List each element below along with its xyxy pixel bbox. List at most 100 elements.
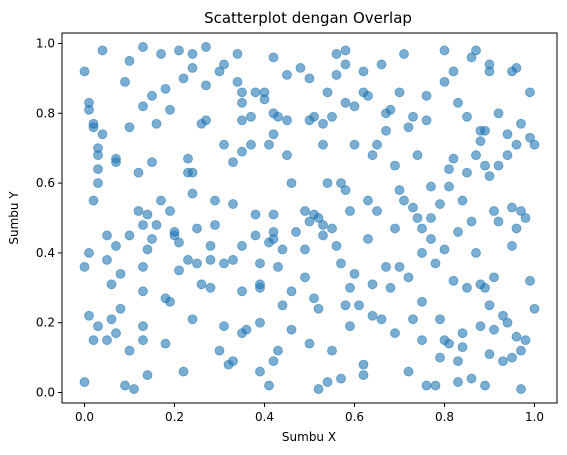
scatter-point	[313, 303, 324, 314]
scatter-point	[228, 199, 238, 209]
scatter-point	[138, 101, 148, 112]
scatter-point	[349, 268, 360, 279]
scatter-point	[106, 279, 117, 290]
scatter-point	[516, 206, 526, 216]
scatter-point	[516, 345, 526, 356]
scatter-point	[156, 195, 166, 206]
scatter-point	[268, 52, 279, 63]
scatter-point	[462, 282, 472, 293]
scatter-point	[385, 282, 396, 293]
scatter-point	[331, 49, 342, 59]
scatter-point	[237, 146, 247, 157]
scatter-point	[187, 167, 198, 178]
scatter-point	[210, 220, 220, 230]
scatter-point	[439, 244, 450, 255]
scatter-point	[444, 164, 454, 175]
scatter-point	[381, 125, 391, 136]
scatter-point	[358, 370, 369, 380]
scatter-point	[412, 150, 423, 161]
scatter-point	[255, 258, 265, 269]
scatter-point	[484, 349, 495, 360]
scatter-point	[430, 380, 441, 391]
scatter-point	[502, 150, 513, 161]
scatter-point	[417, 296, 427, 307]
scatter-point	[358, 359, 369, 370]
scatter-point	[453, 227, 463, 237]
scatter-point	[174, 45, 184, 56]
scatter-point	[133, 167, 144, 178]
scatter-point	[484, 171, 495, 182]
scatter-point	[376, 59, 387, 70]
scatter-point	[102, 335, 112, 346]
scatter-point	[241, 324, 252, 335]
scatter-point	[489, 324, 499, 335]
scatter-point	[255, 366, 265, 377]
scatter-point	[286, 324, 297, 335]
scatter-point	[93, 164, 103, 175]
scatter-point	[169, 230, 180, 241]
scatter-point	[304, 338, 315, 349]
scatter-point	[435, 199, 445, 209]
scatter-point	[84, 310, 94, 321]
scatter-point	[237, 97, 247, 108]
scatter-point	[525, 275, 535, 286]
scatter-point	[493, 108, 504, 119]
scatter-point	[259, 94, 270, 105]
scatter-point	[457, 195, 468, 206]
scatter-point	[385, 104, 396, 115]
scatter-point	[489, 272, 499, 283]
scatter-point	[394, 87, 405, 98]
scatter-point	[367, 310, 378, 321]
scatter-point	[84, 248, 94, 258]
scatter-point	[219, 59, 229, 70]
scatter-point	[138, 220, 148, 230]
scatter-point	[111, 153, 121, 164]
scatter-point	[138, 261, 148, 272]
scatter-point	[138, 335, 148, 346]
scatter-point	[457, 342, 468, 353]
scatter-point	[255, 317, 265, 328]
scatter-point	[318, 230, 328, 241]
scatter-point	[201, 80, 211, 91]
scatter-point	[336, 178, 346, 188]
scatter-point	[273, 261, 283, 272]
scatter-point	[480, 282, 490, 293]
scatter-point	[282, 150, 292, 161]
scatter-point	[358, 66, 369, 77]
points-layer	[79, 42, 540, 394]
scatter-point	[363, 195, 373, 206]
scatter-point	[214, 66, 225, 77]
scatter-point	[300, 244, 310, 255]
scatter-point	[187, 63, 198, 73]
scatter-point	[277, 300, 288, 311]
scatter-point	[187, 188, 198, 199]
scatter-point	[493, 160, 504, 171]
scatter-point	[115, 303, 126, 314]
scatter-point	[187, 49, 198, 59]
scatter-point	[165, 104, 175, 115]
scatter-point	[421, 90, 432, 101]
scatter-point	[511, 223, 522, 234]
scatter-point	[309, 111, 319, 122]
scatter-point	[183, 153, 193, 164]
scatter-point	[88, 122, 99, 133]
scatter-point	[111, 328, 121, 339]
scatter-point	[471, 248, 481, 258]
scatter-point	[502, 317, 513, 328]
scatter-point	[498, 310, 508, 321]
scatter-point	[273, 111, 283, 122]
scatter-point	[340, 45, 351, 56]
scatter-point	[165, 206, 175, 216]
scatter-point	[214, 345, 225, 356]
scatter-point	[462, 167, 472, 178]
scatter-point	[133, 206, 144, 216]
scatter-point	[507, 202, 517, 213]
scatter-point	[466, 52, 477, 63]
scatter-point	[471, 150, 481, 161]
scatter-point	[300, 272, 310, 283]
scatter-point	[250, 209, 261, 220]
scatter-point	[403, 122, 414, 133]
scatter-point	[124, 230, 135, 241]
scatter-point	[367, 279, 378, 290]
scatter-point	[160, 83, 171, 94]
